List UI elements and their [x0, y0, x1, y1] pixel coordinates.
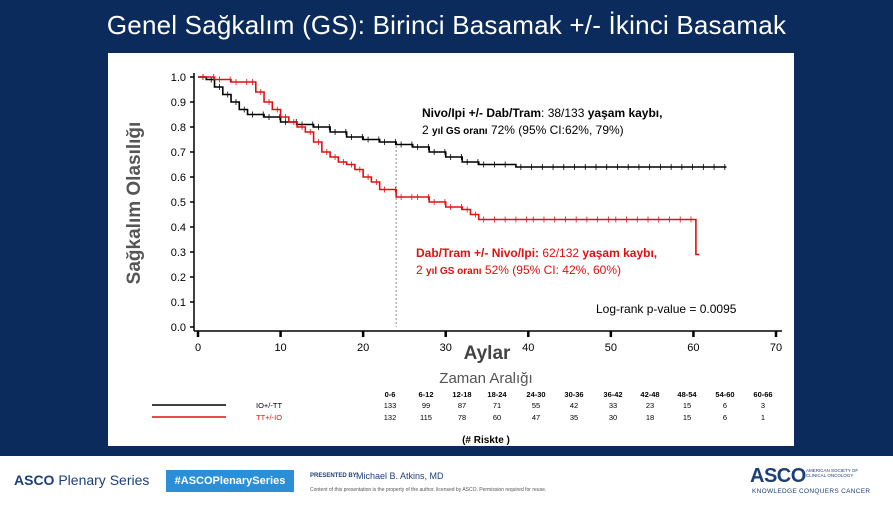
series-rest: Plenary Series — [54, 472, 150, 488]
chart-panel: 0.0 0.1 0.2 0.3 0.4 0.5 0.6 0.7 0.8 0.9 1.0 0 10 20 30… — [108, 53, 794, 446]
y-tick-label: 0.2 — [171, 272, 186, 284]
risk-cell: 47 — [532, 413, 540, 422]
tt-annotation-line2: 2 yıl GS oranı 52% (95% CI: 42%, 60%) — [416, 263, 621, 277]
risk-table-title: Zaman Aralığı — [439, 370, 532, 387]
risk-cell: 60 — [493, 413, 501, 422]
risk-cell: 3 — [761, 401, 765, 410]
io-annotation-line1: Nivo/Ipi +/- Dab/Tram: 38/133 yaşam kayb… — [422, 106, 662, 120]
risk-cell: 115 — [420, 413, 432, 422]
risk-cell: 18 — [646, 413, 654, 422]
risk-cell: 6 — [723, 413, 727, 422]
risk-cell: 15 — [683, 413, 691, 422]
risk-interval: 60-66 — [753, 390, 772, 399]
presented-by-label: PRESENTED BY: — [310, 473, 359, 479]
risk-interval: 24-30 — [526, 390, 545, 399]
risk-cell: 132 — [384, 413, 397, 422]
km-chart: 0.00.10.20.30.40.50.60.70.80.91.00 10 20 30… — [124, 72, 782, 446]
risk-interval: 54-60 — [715, 390, 734, 399]
risk-interval: 0-6 — [385, 390, 396, 399]
risk-interval: 36-42 — [603, 390, 622, 399]
series-bold: ASCO — [14, 472, 55, 488]
slide-title: Genel Sağkalım (GS): Birinci Basamak +/-… — [106, 10, 787, 40]
risk-cell: 23 — [646, 401, 654, 410]
y-tick-label: 0.4 — [171, 222, 186, 234]
risk-interval: 30-36 — [564, 390, 583, 399]
asco-logo: ASCO — [750, 465, 806, 487]
footer: ASCO Plenary Series #ASCOPlenarySeries P… — [0, 456, 893, 506]
risk-interval: 12-18 — [452, 390, 471, 399]
km-curve-tt — [198, 76, 700, 256]
risk-cell: 55 — [532, 401, 540, 410]
risk-cell: 6 — [723, 401, 727, 410]
y-tick-label: 0.5 — [171, 197, 186, 209]
risk-cell: 30 — [609, 413, 617, 422]
risk-cell: 71 — [493, 401, 501, 410]
x-tick-label: 50 — [605, 342, 617, 354]
y-tick-label: 0.9 — [171, 97, 186, 109]
x-tick-label: 10 — [274, 342, 286, 354]
logrank-text: Log-rank p-value = 0.0095 — [596, 302, 737, 316]
x-axis-title: Aylar — [464, 343, 511, 364]
risk-interval: 42-48 — [640, 390, 659, 399]
risk-cell: 87 — [458, 401, 466, 410]
x-tick-label: 0 — [195, 342, 201, 354]
side-scrollbar — [879, 0, 893, 456]
km-curve-io — [198, 76, 727, 168]
risk-cell: 78 — [458, 413, 466, 422]
risk-cell: 42 — [570, 401, 578, 410]
y-tick-label: 0.8 — [171, 122, 186, 134]
x-tick-label: 70 — [770, 342, 782, 354]
x-tick-label: 60 — [687, 342, 699, 354]
risk-table-footer: (# Riskte ) — [462, 435, 510, 446]
y-tick-label: 1.0 — [171, 72, 186, 84]
y-tick-label: 0.1 — [171, 297, 186, 309]
risk-interval: 6-12 — [418, 390, 433, 399]
risk-row-label: IO+/-TT — [256, 401, 282, 410]
risk-row-label: TT+/-IO — [256, 413, 282, 422]
hashtag-badge: #ASCOPlenarySeries — [166, 470, 294, 492]
y-tick-label: 0.0 — [171, 322, 186, 334]
x-tick-label: 40 — [522, 342, 534, 354]
presenter-name: Michael B. Atkins, MD — [356, 471, 444, 481]
risk-cell: 99 — [422, 401, 430, 410]
y-tick-label: 0.3 — [171, 247, 186, 259]
asco-logo-subtitle: AMERICAN SOCIETY OF CLINICAL ONCOLOGY — [806, 468, 859, 478]
risk-cell: 15 — [683, 401, 691, 410]
y-axis-title: Sağkalım Olasılığı — [124, 122, 145, 285]
risk-interval: 18-24 — [487, 390, 507, 399]
asco-tagline: KNOWLEDGE CONQUERS CANCER — [752, 488, 871, 495]
tt-annotation-line1: Dab/Tram +/- Nivo/Ipi: 62/132 yaşam kayb… — [416, 246, 657, 260]
plenary-series-label: ASCO Plenary Series — [14, 472, 149, 488]
x-tick-label: 30 — [440, 342, 452, 354]
io-annotation-line2: 2 yıl GS oranı 72% (95% CI:62%, 79%) — [422, 123, 624, 137]
disclaimer-text: Content of this presentation is the prop… — [310, 487, 547, 493]
y-tick-label: 0.6 — [171, 172, 186, 184]
risk-cell: 35 — [570, 413, 578, 422]
risk-cell: 1 — [761, 413, 765, 422]
risk-interval: 48-54 — [677, 390, 697, 399]
y-tick-label: 0.7 — [171, 147, 186, 159]
risk-cell: 133 — [384, 401, 397, 410]
risk-cell: 33 — [609, 401, 617, 410]
x-tick-label: 20 — [357, 342, 369, 354]
